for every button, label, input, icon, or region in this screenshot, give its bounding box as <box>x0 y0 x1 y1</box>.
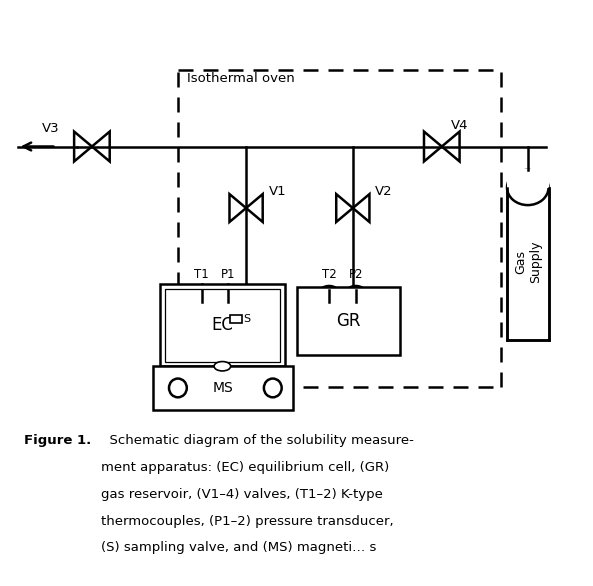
Text: ment apparatus: (EC) equilibrium cell, (GR): ment apparatus: (EC) equilibrium cell, (… <box>101 461 389 473</box>
Circle shape <box>343 286 369 312</box>
Circle shape <box>215 286 241 312</box>
Polygon shape <box>246 194 263 222</box>
Ellipse shape <box>214 362 231 371</box>
Bar <box>230 315 242 323</box>
Bar <box>296 287 400 355</box>
Text: EC: EC <box>212 316 233 334</box>
Bar <box>153 366 293 410</box>
Polygon shape <box>229 194 246 222</box>
Polygon shape <box>353 194 369 222</box>
Text: V1: V1 <box>269 185 286 198</box>
Text: MS: MS <box>213 381 233 395</box>
Text: gas reservoir, (V1–4) valves, (T1–2) K-type: gas reservoir, (V1–4) valves, (T1–2) K-t… <box>101 488 382 500</box>
Bar <box>165 289 280 362</box>
Polygon shape <box>74 132 92 161</box>
Circle shape <box>189 286 215 312</box>
Text: Gas
Supply: Gas Supply <box>514 241 542 284</box>
Text: (S) sampling valve, and (MS) magneti… s: (S) sampling valve, and (MS) magneti… s <box>101 541 376 554</box>
Text: T1: T1 <box>195 268 209 281</box>
Polygon shape <box>442 132 460 161</box>
Polygon shape <box>92 132 110 161</box>
Text: V2: V2 <box>375 185 393 198</box>
Text: T2: T2 <box>322 268 336 281</box>
Text: GR: GR <box>336 312 361 330</box>
Text: thermocouples, (P1–2) pressure transducer,: thermocouples, (P1–2) pressure transduce… <box>101 515 393 527</box>
Text: P2: P2 <box>349 268 363 281</box>
Text: Figure 1.: Figure 1. <box>24 434 91 447</box>
Text: P1: P1 <box>221 268 235 281</box>
Bar <box>507 169 549 188</box>
Bar <box>507 188 549 340</box>
Text: V4: V4 <box>451 119 468 132</box>
Ellipse shape <box>169 379 187 397</box>
Text: S: S <box>244 314 251 324</box>
Ellipse shape <box>507 170 549 205</box>
Circle shape <box>316 286 342 312</box>
Polygon shape <box>336 194 353 222</box>
Text: V3: V3 <box>42 122 59 135</box>
Bar <box>160 284 285 366</box>
Ellipse shape <box>264 379 282 397</box>
Polygon shape <box>424 132 442 161</box>
Text: Isothermal oven: Isothermal oven <box>187 72 295 85</box>
Text: Schematic diagram of the solubility measure-: Schematic diagram of the solubility meas… <box>101 434 414 447</box>
